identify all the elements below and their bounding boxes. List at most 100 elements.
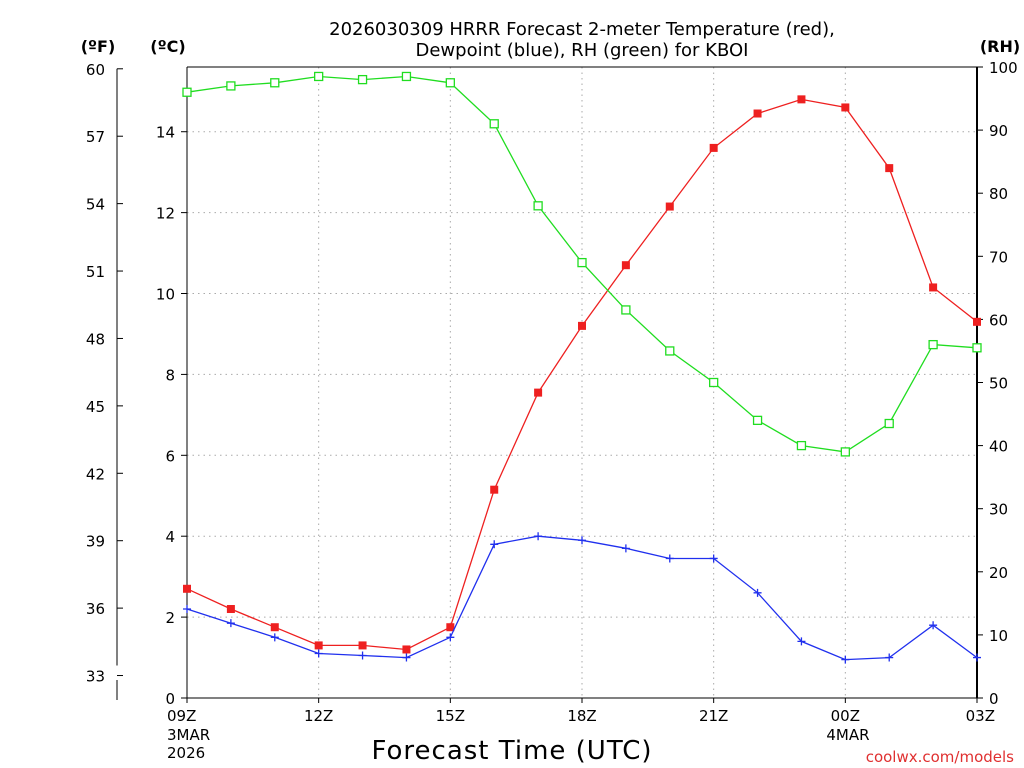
rh-point [357,74,368,85]
temperature-point [709,143,718,152]
rh-tick-label: 50 [989,375,1008,393]
x-tick-label: 00Z [831,707,860,725]
temperature-point [973,317,981,326]
temperature-point [885,164,894,173]
rh-point [489,119,499,129]
celsius-tick-label: 12 [156,205,175,223]
rh-tick-label: 20 [989,564,1008,582]
rh-point [752,415,763,426]
rh-point [401,71,412,82]
dewpoint-point [183,605,191,614]
temperature-point [490,485,499,494]
rh-point [665,346,675,356]
dewpoint-point [270,633,279,642]
fahrenheit-tick-label: 45 [86,398,105,416]
fahrenheit-tick-label: 36 [86,600,105,618]
rh-point [226,81,236,91]
celsius-tick-label: 8 [165,366,175,384]
chart-title-line-1: 2026030309 HRRR Forecast 2-meter Tempera… [329,19,835,40]
temperature-point [578,321,586,330]
rh-point [928,339,938,350]
dewpoint-point [709,554,718,563]
dewpoint-point [973,653,981,662]
rh-tick-label: 10 [989,627,1008,645]
temperature-point [797,95,806,104]
x-tick-label: 09Z [167,707,196,725]
rh-tick-label: 0 [989,690,999,708]
celsius-unit-label: (ºC) [150,37,185,56]
celsius-tick-label: 4 [165,528,175,546]
rh-point [840,447,850,457]
temperature-point [226,605,235,614]
chart-title-line-2: Dewpoint (blue), RH (green) for KBOI [416,40,749,61]
celsius-tick-label: 2 [165,609,175,627]
rh-tick-label: 60 [989,311,1008,329]
dewpoint-point [665,554,674,563]
temperature-point [929,283,938,292]
rh-point [533,201,543,211]
fahrenheit-unit-label: (ºF) [81,37,116,56]
temperature-point [358,641,367,650]
x-date-label: 2026 [167,744,205,762]
rh-point [709,377,719,388]
celsius-tick-label: 6 [165,447,175,465]
x-tick-label: 15Z [436,707,465,725]
fahrenheit-tick-label: 42 [86,465,105,483]
rh-tick-label: 70 [989,248,1008,266]
dewpoint-point [841,655,850,664]
chart-title: 2026030309 HRRR Forecast 2-meter Tempera… [329,19,835,61]
temperature-point [270,623,279,632]
series-lines [182,71,982,664]
fahrenheit-tick-label: 48 [86,330,105,348]
celsius-tick-label: 10 [156,286,175,304]
x-date-label: 4MAR [826,726,869,744]
rh-point [270,78,280,88]
rh-tick-label: 80 [989,185,1008,203]
dewpoint-point [578,536,586,545]
rh-tick-label: 40 [989,438,1008,456]
rh-unit-label: (RH) [980,37,1020,56]
rh-point [445,78,455,88]
rh-point [796,440,807,451]
fahrenheit-tick-label: 33 [86,668,105,686]
rh-point [314,71,324,82]
celsius-tick-label: 14 [156,124,175,142]
dewpoint-point [358,651,367,660]
x-date-label: 3MAR [167,726,210,744]
rh-point [621,305,631,315]
grid-lines [187,67,977,699]
dewpoint-point [621,544,630,553]
dewpoint-point [446,633,455,642]
temperature-point [402,645,411,654]
fahrenheit-tick-label: 60 [86,61,105,79]
dewpoint-point [929,621,938,630]
dewpoint-point [314,649,323,658]
dewpoint-point [797,637,806,646]
celsius-tick-label: 0 [165,690,175,708]
x-tick-label: 21Z [699,707,728,725]
dewpoint-point [490,540,499,549]
temperature-point [314,641,323,650]
temperature-point [621,261,630,270]
temperature-point [183,584,191,593]
x-tick-label: 18Z [567,707,596,725]
dewpoint-point [885,653,894,662]
fahrenheit-tick-label: 51 [86,263,105,281]
x-tick-label: 03Z [966,707,995,725]
rh-tick-label: 100 [989,59,1018,77]
dewpoint-point [753,588,762,597]
credit-label: coolwx.com/models [866,748,1014,766]
series-rh [182,71,982,457]
fahrenheit-tick-label: 39 [86,533,105,551]
x-tick-label: 12Z [304,707,333,725]
rh-point [972,343,982,353]
dewpoint-line [186,535,978,661]
fahrenheit-tick-label: 57 [86,128,105,146]
rh-tick-label: 90 [989,122,1008,140]
rh-point [577,257,587,268]
rh-point [182,87,192,97]
fahrenheit-tick-label: 54 [86,196,105,214]
temperature-point [534,388,543,397]
rh-tick-label: 30 [989,501,1008,519]
